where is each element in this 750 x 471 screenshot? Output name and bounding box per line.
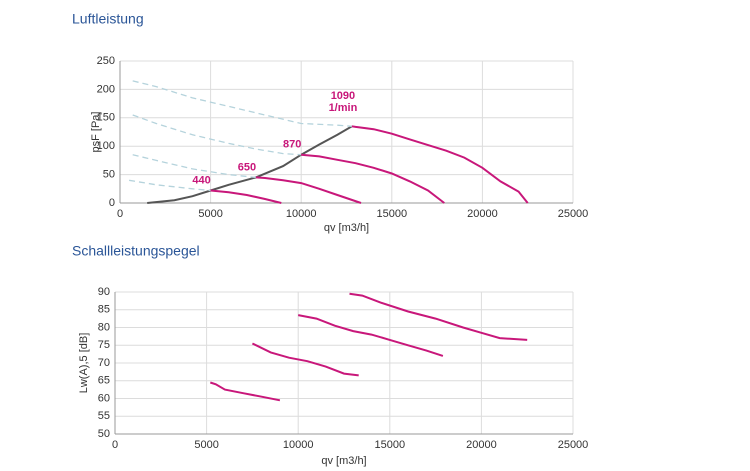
x-tick-label: 25000 <box>558 439 589 451</box>
chart-title: Schallleistungspegel <box>72 243 200 259</box>
y-tick-label: 60 <box>98 392 110 404</box>
y-tick-label: 70 <box>98 357 110 369</box>
fan-curve <box>210 189 282 204</box>
y-tick-label: 75 <box>98 339 110 351</box>
y-tick-label: 100 <box>97 140 115 152</box>
x-tick-label: 20000 <box>467 208 498 220</box>
y-tick-label: 0 <box>109 197 115 209</box>
y-tick-label: 150 <box>97 112 115 124</box>
x-axis-label: qv [m3/h] <box>324 222 369 234</box>
x-tick-label: 15000 <box>375 439 406 451</box>
system-curve <box>132 80 352 127</box>
curve-unit: 1/min <box>329 102 358 114</box>
fan-curve <box>209 381 281 402</box>
x-tick-label: 10000 <box>286 208 317 220</box>
y-tick-label: 250 <box>97 55 115 67</box>
y-tick-label: 50 <box>98 428 110 440</box>
x-tick-label: 0 <box>112 439 118 451</box>
y-tick-label: 55 <box>98 410 110 422</box>
fan-curve <box>351 125 529 204</box>
curve-label: 650 <box>238 161 256 173</box>
y-tick-label: 80 <box>98 321 110 333</box>
curve-label: 440 <box>192 174 210 186</box>
x-axis-label: qv [m3/h] <box>321 455 366 467</box>
system-curve <box>132 114 302 156</box>
x-tick-label: 5000 <box>194 439 218 451</box>
curve-label: 1090 <box>331 90 355 102</box>
y-tick-label: 50 <box>103 169 115 181</box>
fan-curve <box>349 292 528 341</box>
system-curve <box>128 179 211 192</box>
fan-curve <box>301 153 445 204</box>
fan-curve <box>255 176 362 204</box>
y-tick-label: 65 <box>98 375 110 387</box>
x-tick-label: 10000 <box>283 439 314 451</box>
x-tick-label: 5000 <box>198 208 222 220</box>
y-axis-label: psF [Pa] <box>90 112 102 153</box>
chart-title: Luftleistung <box>72 11 144 27</box>
y-tick-label: 90 <box>98 286 110 298</box>
y-tick-label: 85 <box>98 304 110 316</box>
curve-label: 870 <box>283 139 301 151</box>
x-tick-label: 25000 <box>558 208 589 220</box>
system-curve <box>132 154 256 179</box>
x-tick-label: 0 <box>117 208 123 220</box>
x-tick-label: 20000 <box>466 439 497 451</box>
fan-curve <box>251 342 359 377</box>
y-tick-label: 200 <box>97 83 115 95</box>
y-axis-label: Lw(A),5 [dB] <box>78 333 90 394</box>
fan-curve <box>298 314 444 357</box>
x-tick-label: 15000 <box>377 208 408 220</box>
